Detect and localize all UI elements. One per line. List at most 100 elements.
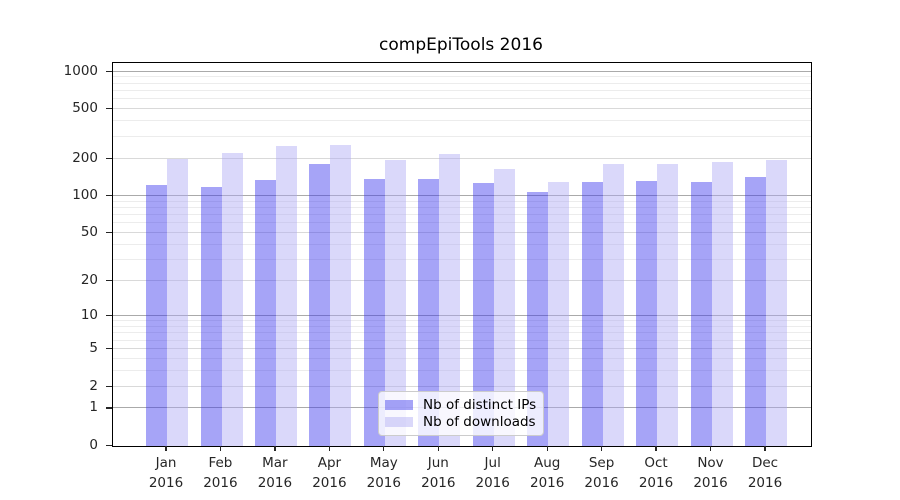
gridline [113, 332, 811, 334]
x-tick-year: 2016 [257, 475, 293, 491]
x-tick-mark [328, 446, 331, 451]
x-tick-label: Aug 2016 [512, 453, 582, 493]
bar-mar-downloads [275, 146, 297, 446]
legend-swatch-distinct-ips [385, 399, 413, 410]
x-tick-month: Jan [155, 455, 177, 471]
x-tick-year: 2016 [747, 475, 783, 491]
y-tick-label: 2 [89, 377, 98, 394]
y-tick-mark [106, 445, 112, 447]
x-tick-label: Mar 2016 [240, 453, 310, 493]
x-tick-month: Feb [208, 455, 233, 471]
bar-oct-distinct-ips [636, 181, 657, 446]
bar-feb-distinct-ips [200, 187, 222, 446]
y-tick-mark [106, 315, 112, 317]
x-tick-label: Feb 2016 [185, 453, 255, 493]
bar-jan-distinct-ips [146, 185, 167, 446]
bar-jul-downloads [493, 168, 515, 446]
x-tick-mark [383, 446, 385, 451]
y-tick-label: 500 [72, 100, 98, 117]
bar-jun-downloads [439, 154, 461, 446]
gridline [113, 357, 811, 359]
x-tick-month: Apr [317, 455, 342, 471]
y-tick-mark [106, 231, 112, 234]
x-tick-month: Nov [697, 455, 724, 471]
y-tick-label: 10 [80, 307, 98, 323]
x-tick-month: Mar [262, 455, 288, 471]
x-tick-mark [492, 446, 494, 451]
bar-may-distinct-ips [363, 178, 385, 446]
x-tick-label: Nov 2016 [676, 453, 746, 493]
gridline [113, 89, 811, 91]
x-tick-month: May [369, 455, 398, 471]
gridline [113, 98, 811, 100]
chart-title: compEpiTools 2016 [379, 35, 543, 55]
y-tick-label: 1 [89, 399, 98, 416]
legend-swatch-downloads [385, 417, 413, 428]
x-tick-month: Jul [484, 455, 501, 471]
x-tick-year: 2016 [638, 475, 674, 491]
x-tick-mark [274, 446, 276, 451]
y-tick-mark [106, 280, 112, 282]
gridline [113, 120, 811, 122]
gridline [113, 320, 811, 322]
legend: Nb of distinct IPs Nb of downloads [378, 391, 544, 436]
x-tick-label: Jul 2016 [458, 453, 528, 493]
bar-oct-downloads [657, 164, 678, 446]
x-tick-mark [655, 446, 657, 451]
gridline [113, 315, 811, 316]
gridline [113, 385, 811, 387]
bar-aug-distinct-ips [527, 192, 549, 446]
x-tick-year: 2016 [693, 475, 728, 491]
gridline [113, 369, 811, 371]
x-tick-year: 2016 [584, 475, 619, 491]
x-tick-year: 2016 [203, 475, 238, 491]
y-tick-label: 20 [80, 272, 98, 288]
x-tick-year: 2016 [148, 475, 184, 491]
gridline [113, 243, 811, 245]
y-tick-label: 0 [89, 437, 98, 453]
x-tick-mark [437, 446, 439, 451]
bar-aug-downloads [548, 181, 570, 446]
gridline [113, 70, 811, 72]
x-tick-month: Jun [427, 455, 449, 471]
y-tick-label: 100 [72, 186, 98, 203]
bar-sep-distinct-ips [581, 181, 603, 446]
bar-dec-distinct-ips [745, 177, 766, 446]
x-tick-label: Dec 2016 [730, 453, 800, 493]
y-tick-mark [106, 385, 112, 387]
gridline [113, 222, 811, 224]
y-tick-mark [106, 347, 112, 350]
bar-jul-distinct-ips [472, 182, 494, 446]
x-tick-mark [764, 446, 766, 451]
x-tick-mark [165, 446, 167, 451]
gridline [113, 200, 811, 202]
x-tick-label: Sep 2016 [567, 453, 637, 493]
bar-sep-downloads [602, 164, 624, 446]
bar-apr-downloads [330, 145, 352, 446]
y-tick-mark [106, 70, 112, 72]
x-tick-month: Dec [751, 455, 779, 471]
gridline [113, 214, 811, 215]
gridline [113, 258, 811, 260]
bar-feb-downloads [221, 153, 243, 446]
y-tick-label: 50 [80, 223, 98, 240]
x-tick-mark [709, 446, 712, 451]
x-tick-mark [600, 446, 603, 451]
bar-mar-distinct-ips [254, 180, 276, 446]
y-tick-label: 5 [89, 339, 98, 356]
x-tick-year: 2016 [421, 475, 456, 491]
bar-dec-downloads [766, 159, 787, 446]
gridline [113, 76, 811, 78]
x-tick-year: 2016 [475, 475, 510, 491]
x-tick-month: Aug [534, 455, 561, 471]
x-tick-year: 2016 [366, 475, 401, 491]
legend-label-downloads: Nb of downloads [423, 414, 536, 431]
y-tick-label: 1000 [63, 62, 98, 79]
y-tick-mark [106, 407, 112, 409]
bar-nov-distinct-ips [690, 181, 712, 446]
x-tick-label: Jun 2016 [403, 453, 473, 493]
x-tick-label: Apr 2016 [294, 453, 364, 493]
y-tick-mark [106, 194, 112, 197]
x-tick-label: May 2016 [349, 453, 419, 493]
